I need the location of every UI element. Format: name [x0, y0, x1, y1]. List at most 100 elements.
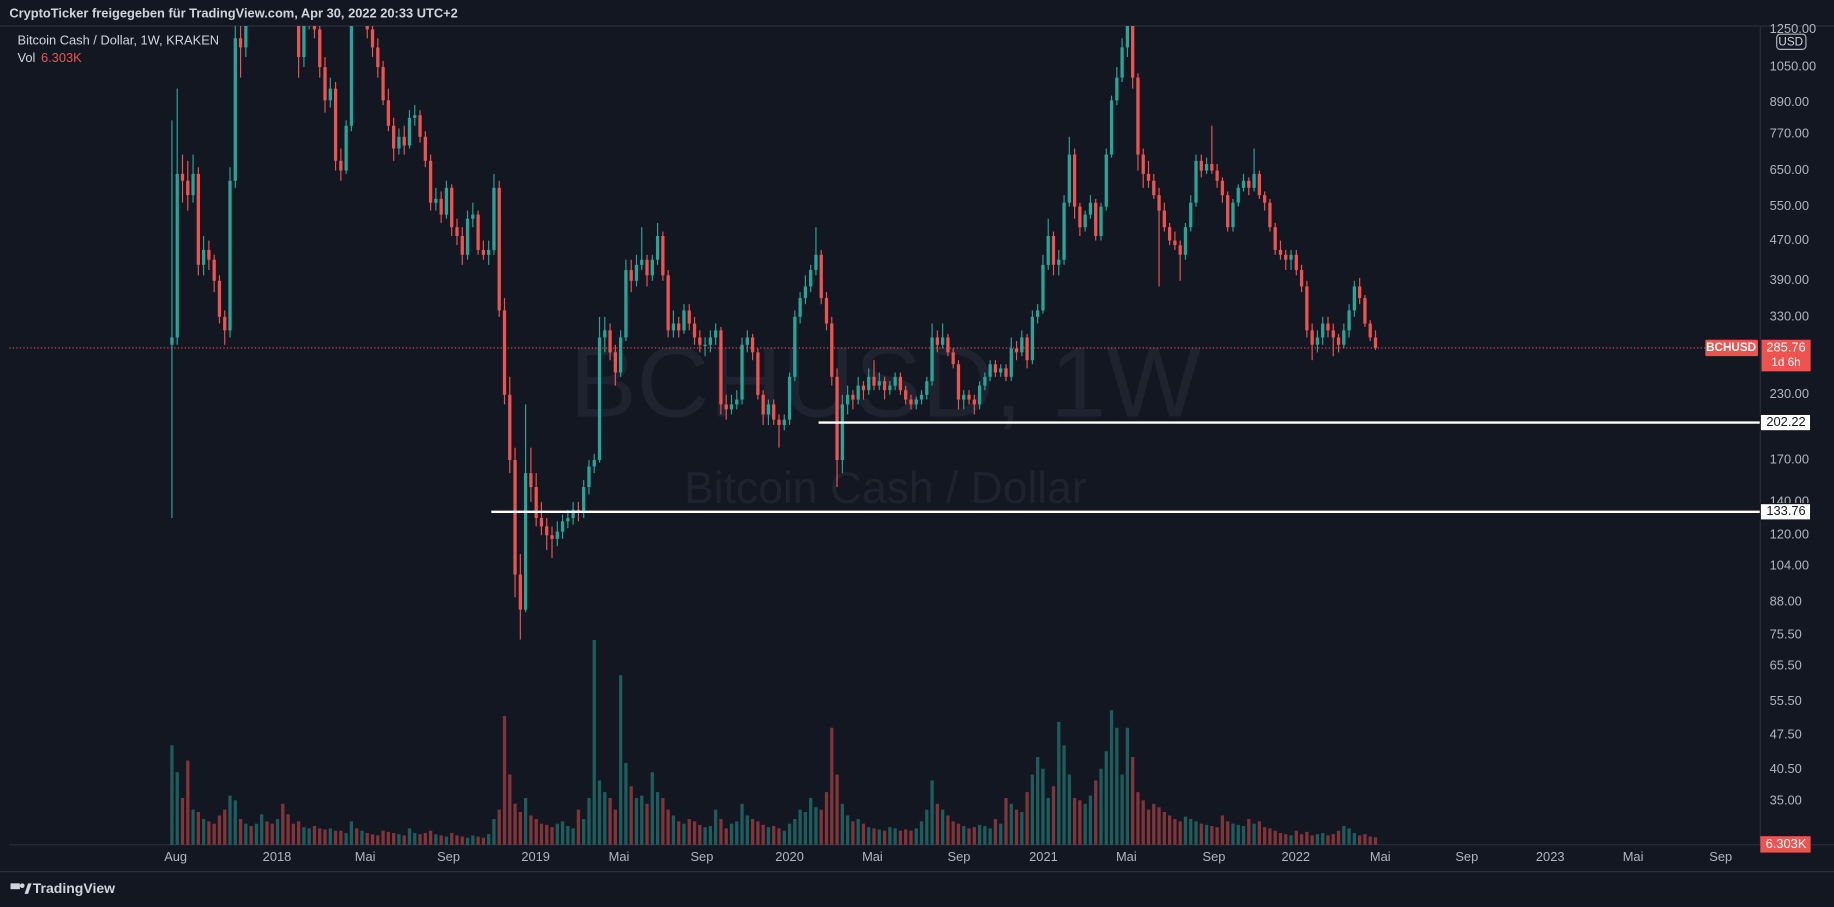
volume-bar	[376, 835, 380, 845]
candle-body	[534, 487, 538, 518]
candle-body	[217, 280, 222, 317]
candle-body	[882, 381, 887, 391]
volume-bar	[803, 811, 808, 845]
candle-body	[539, 517, 544, 527]
volume-bar	[1131, 757, 1135, 845]
volume-bar	[1162, 811, 1166, 845]
candle-body	[930, 337, 934, 382]
volume-bar	[893, 828, 897, 845]
volume-bar	[983, 826, 987, 845]
y-tick-label: 75.50	[1770, 627, 1802, 642]
candle-body	[1189, 202, 1193, 228]
volume-bar	[1284, 834, 1288, 845]
candle-body	[1088, 202, 1093, 215]
volume-bar	[1268, 828, 1272, 845]
volume-bar	[692, 821, 697, 845]
candle-body	[555, 531, 559, 539]
candle-body	[1004, 368, 1008, 377]
volume-bar	[1263, 827, 1267, 845]
candle-body	[1252, 173, 1256, 188]
volume-bar	[629, 786, 633, 845]
brand-icon	[19, 883, 25, 889]
volume-bar	[450, 833, 454, 845]
volume-bar	[650, 772, 654, 845]
candle-body	[661, 236, 665, 276]
candle-body	[1368, 323, 1372, 338]
volume-bar	[1305, 831, 1309, 845]
candle-body	[318, 29, 322, 68]
volume-bar	[1352, 833, 1357, 845]
volume-bar	[1146, 809, 1151, 845]
candle-body	[629, 270, 633, 281]
volume-bar	[428, 830, 433, 845]
candle-body	[492, 187, 496, 250]
volume-bar	[787, 823, 792, 845]
candle-body	[502, 310, 507, 395]
candle-body	[560, 521, 565, 532]
candle-body	[988, 364, 992, 377]
volume-bar	[560, 821, 565, 845]
volume-bar	[349, 821, 354, 845]
candle-body	[1363, 298, 1367, 324]
candle-body	[1352, 286, 1357, 311]
volume-bar	[1194, 821, 1198, 845]
candle-body	[1014, 348, 1019, 353]
volume-bar	[1036, 757, 1040, 845]
volume-bar	[919, 821, 924, 845]
candle-body	[1162, 210, 1166, 228]
volume-bar	[766, 827, 771, 845]
candle-body	[186, 180, 190, 196]
volume-bar	[634, 797, 639, 845]
volume-bar	[814, 807, 818, 845]
candle-body	[729, 404, 734, 410]
candle-body	[244, 25, 248, 48]
volume-bar	[302, 827, 306, 845]
candle-body	[592, 460, 596, 467]
candle-body	[1036, 310, 1040, 317]
candle-body	[977, 385, 982, 405]
candle-body	[497, 187, 501, 311]
volume-bar	[645, 803, 649, 845]
candle-body	[455, 227, 459, 237]
volume-bar	[1215, 827, 1219, 845]
candle-body	[1315, 337, 1320, 345]
candle-body	[1358, 286, 1362, 299]
candle-body	[392, 125, 396, 149]
volume-bar	[608, 797, 612, 845]
candle-body	[423, 136, 427, 161]
volume-bar	[550, 827, 554, 845]
volume-bar	[856, 819, 860, 845]
volume-bar	[782, 830, 786, 845]
volume-bar	[1289, 835, 1293, 845]
candle-body	[1131, 25, 1135, 78]
volume-bar	[888, 827, 892, 845]
candle-body	[228, 180, 232, 331]
candle-body	[756, 352, 760, 395]
candle-body	[333, 88, 338, 161]
volume-bar	[460, 836, 464, 845]
volume-bar	[1342, 826, 1346, 845]
candle-body	[1204, 164, 1209, 171]
candle-body	[819, 254, 823, 299]
volume-bar	[492, 819, 496, 845]
volume-bar	[1104, 751, 1108, 845]
volume-bar	[170, 745, 174, 845]
x-tick-label: 2019	[521, 849, 550, 864]
volume-bar	[735, 821, 739, 845]
volume-bar	[671, 815, 676, 845]
candle-body	[1220, 180, 1225, 196]
volume-bar	[1294, 830, 1298, 845]
candle-body	[830, 323, 834, 377]
candle-body	[207, 249, 211, 260]
volume-bar	[946, 815, 950, 845]
volume-bar	[1125, 727, 1130, 845]
candle-body	[861, 385, 866, 391]
candle-body	[787, 376, 792, 420]
volume-bar	[191, 809, 195, 845]
volume-bar	[439, 835, 443, 845]
candle-body	[1326, 323, 1330, 331]
volume-bar	[999, 823, 1003, 845]
candle-body	[1062, 202, 1066, 260]
volume-bar	[1014, 809, 1019, 845]
candle-body	[935, 337, 939, 345]
